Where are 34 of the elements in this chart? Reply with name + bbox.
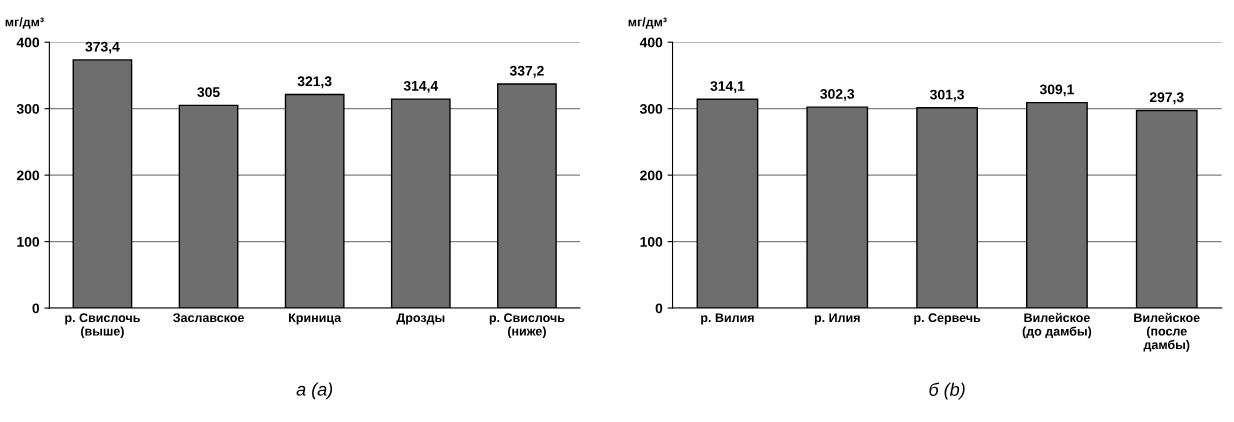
x-tick-label: Дрозды [396, 313, 445, 325]
data-label: 314,1 [710, 81, 745, 94]
data-label: 314,4 [403, 80, 439, 93]
data-label: 297,3 [1149, 92, 1184, 105]
data-label: 321,3 [297, 76, 332, 89]
data-label: 337,2 [509, 65, 544, 78]
data-label: 373,4 [85, 41, 120, 54]
data-label: 305 [197, 87, 220, 98]
data-label: 302,3 [820, 89, 855, 101]
x-tick-label: Заславское [173, 313, 244, 323]
x-tick-label: Криница [289, 313, 342, 325]
y-tick-label: 400 [16, 37, 40, 48]
y-tick-label: 200 [640, 170, 663, 181]
text: а (a) [296, 382, 333, 400]
x-tick-label: р. Вилия [701, 313, 754, 325]
y-tick-label: 200 [16, 170, 40, 181]
y-axis-title: мг/дм³ [5, 17, 44, 29]
x-tick-label: р. Свислочь (выше) [65, 313, 140, 339]
y-tick-label: 400 [639, 37, 663, 48]
x-tick-label: Вилейское (до дамбы) [1022, 312, 1092, 339]
y-tick-label: 100 [640, 236, 663, 247]
y-tick-label: 300 [16, 104, 40, 114]
y-tick-label: 100 [17, 236, 40, 247]
y-tick-label: 0 [32, 303, 40, 314]
x-tick-label: р. Сервечь [914, 313, 981, 325]
y-axis-title: мг/дм³ [628, 17, 667, 29]
text: б (b) [929, 382, 965, 400]
x-tick-label: р. Илия [814, 313, 860, 325]
data-label: 301,3 [930, 89, 964, 102]
data-label: 309,1 [1039, 84, 1074, 97]
x-tick-label: Вилейское (после дамбы) [1134, 312, 1200, 352]
x-tick-label: р. Свислочь (ниже) [489, 313, 565, 339]
y-tick-label: 300 [639, 104, 663, 114]
y-tick-label: 0 [655, 303, 663, 314]
